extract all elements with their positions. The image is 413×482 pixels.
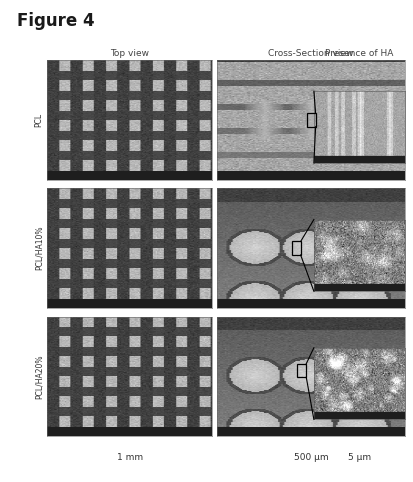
Text: Figure 4: Figure 4 [17,12,94,30]
Text: 500 μm: 500 μm [294,453,328,462]
Text: PCL/HA20%: PCL/HA20% [34,354,43,399]
Text: Cross-Section view: Cross-Section view [268,49,354,58]
Text: Presence of HA: Presence of HA [325,49,394,58]
Text: 1 mm: 1 mm [117,453,143,462]
Text: 5 μm: 5 μm [348,453,371,462]
Text: Top view: Top view [110,49,150,58]
Text: PCL/HA10%: PCL/HA10% [34,226,43,270]
Text: PCL: PCL [34,113,43,127]
